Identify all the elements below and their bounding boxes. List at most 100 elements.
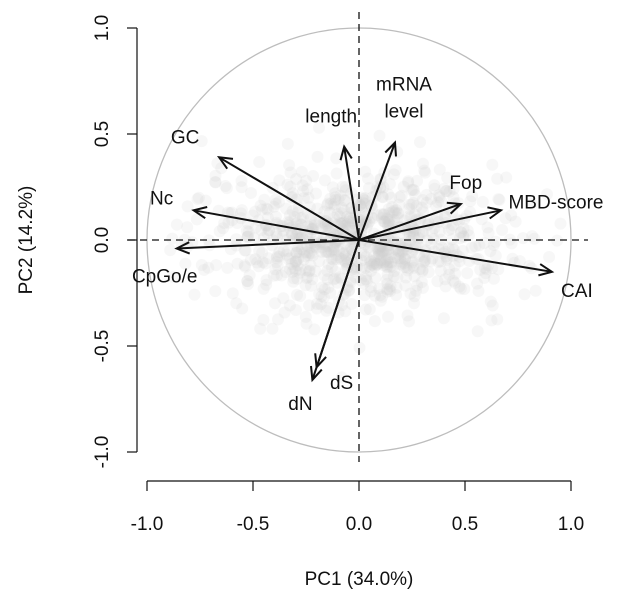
observation-point	[317, 216, 330, 229]
observation-point	[359, 273, 372, 286]
observation-point	[341, 210, 353, 223]
observation-point	[371, 243, 384, 255]
observation-point	[321, 246, 334, 259]
observation-point	[341, 218, 354, 231]
observation-point	[389, 164, 402, 177]
observation-point	[382, 310, 394, 323]
observation-point	[411, 279, 424, 292]
observation-point	[380, 244, 393, 257]
observation-point	[266, 322, 279, 335]
observation-point	[398, 261, 410, 274]
observation-point	[380, 273, 393, 286]
observation-point	[334, 189, 347, 202]
observation-point	[461, 267, 474, 280]
observation-point	[394, 252, 407, 265]
observation-point	[281, 245, 294, 257]
observation-point	[487, 239, 500, 252]
observation-point	[209, 176, 222, 189]
observation-point	[359, 261, 372, 274]
observation-point	[377, 245, 389, 258]
observation-point	[191, 193, 204, 205]
observation-point	[381, 277, 394, 290]
observation-point	[181, 200, 194, 213]
observation-point	[406, 227, 419, 240]
observation-point	[418, 251, 431, 264]
observation-point	[471, 277, 484, 290]
observation-point	[418, 164, 431, 177]
observation-point	[436, 241, 448, 254]
observation-point	[381, 285, 394, 298]
observation-point	[409, 238, 422, 251]
observation-point	[418, 255, 431, 268]
observation-point	[410, 200, 423, 213]
observation-point	[283, 299, 296, 312]
observation-point	[273, 196, 285, 208]
observation-point	[230, 233, 243, 246]
observation-point	[360, 250, 373, 263]
observation-point	[393, 191, 406, 204]
observation-point	[354, 198, 367, 211]
observation-point	[235, 174, 248, 187]
observation-point	[381, 283, 394, 296]
observation-point	[335, 201, 348, 214]
observation-point	[305, 219, 318, 232]
observation-point	[271, 250, 284, 263]
observation-point	[253, 156, 266, 168]
observation-point	[296, 179, 309, 192]
observation-point	[294, 263, 307, 276]
observation-point	[377, 256, 390, 269]
observation-point	[382, 243, 395, 256]
observation-point	[378, 215, 391, 228]
vector-arrowhead	[384, 140, 397, 157]
observation-point	[359, 165, 372, 178]
observation-point	[499, 212, 512, 225]
observation-point	[359, 303, 372, 316]
observation-point	[374, 244, 387, 257]
observation-point	[431, 275, 444, 288]
observation-point	[327, 228, 340, 241]
observation-point	[327, 273, 340, 286]
observation-point	[506, 252, 519, 265]
observation-point	[322, 246, 335, 259]
observation-point	[230, 297, 243, 310]
observation-point	[462, 229, 475, 242]
observation-point	[432, 189, 445, 202]
observation-point	[300, 272, 313, 284]
observation-point	[425, 237, 438, 250]
observation-point	[363, 182, 375, 195]
vector-cpgo-e: CpGo/e	[132, 239, 360, 288]
observation-point	[388, 204, 401, 217]
observation-point	[509, 215, 522, 228]
observation-point	[482, 227, 495, 240]
observation-point	[473, 239, 486, 252]
vector-arrowhead	[174, 241, 191, 255]
observation-point	[445, 222, 458, 235]
observation-point	[322, 301, 335, 314]
observation-point	[357, 277, 370, 290]
observation-point	[528, 232, 541, 245]
vector-cai: CAI	[358, 239, 593, 302]
observation-point	[407, 197, 420, 209]
y-tick-label: -0.5	[92, 330, 113, 363]
observation-point	[281, 178, 294, 191]
observation-point	[335, 371, 348, 384]
observation-point	[360, 270, 373, 283]
observation-point	[416, 281, 429, 294]
observation-point	[554, 217, 567, 230]
observation-point	[314, 298, 327, 311]
observation-point	[408, 270, 421, 283]
observation-point	[311, 150, 324, 163]
observation-point	[310, 241, 323, 254]
y-axis-title: PC2 (14.2%)	[16, 186, 37, 295]
observation-point	[420, 196, 433, 209]
observation-point	[285, 258, 298, 270]
observation-point	[330, 152, 343, 165]
observation-point	[391, 146, 404, 158]
observation-point	[376, 191, 389, 204]
observation-point	[242, 225, 255, 238]
observation-point	[465, 241, 478, 254]
observation-point	[287, 232, 300, 245]
observation-point	[249, 253, 262, 266]
observation-point	[398, 252, 411, 265]
observation-point	[275, 269, 288, 282]
